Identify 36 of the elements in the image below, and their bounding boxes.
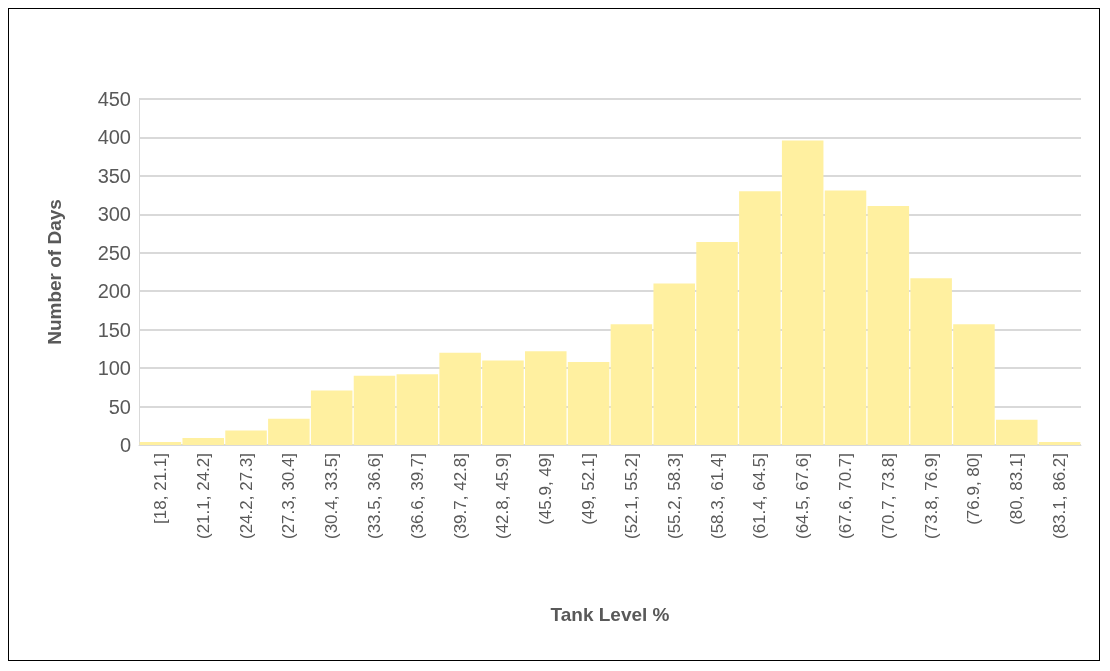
y-tick-label: 400 [97,126,131,149]
y-tick-label: 200 [97,280,131,303]
y-tick-label: 250 [97,241,131,264]
y-axis-title: Number of Days [44,199,65,345]
x-tick-label: (42.8, 45.9] [493,453,513,540]
x-tick-label: (67.6, 70.7] [836,453,855,540]
y-tick-label: 350 [97,164,131,187]
x-axis-title: Tank Level % [550,604,670,625]
x-tick-label: (70.7, 73.8] [878,453,898,540]
x-tick-label: (80, 83.1] [1007,453,1027,525]
y-tick-label: 100 [97,357,131,380]
y-tick-label: 450 [97,88,131,110]
x-tick-label: (33.5, 36.6] [365,453,384,540]
x-tick-label: (55.2, 58.3] [664,453,684,540]
x-tick-label: (24.2, 27.3] [236,453,256,540]
bar [824,190,867,445]
y-tick-label: 300 [97,203,131,226]
x-tick-label: (76.9, 80] [964,453,984,525]
x-tick-label: (27.3, 30.4] [279,453,299,540]
y-tick-label: 150 [97,318,131,341]
y-tick-label: 0 [119,434,131,456]
x-tick-label: (83.1, 86.2] [1050,453,1070,540]
x-tick-label: (64.5, 67.6] [793,453,813,540]
x-tick-label: (30.4, 33.5] [322,453,342,540]
y-tick-label: 50 [108,395,131,418]
x-tick-label: (36.6, 39.7] [407,453,427,540]
x-tick-label: [18, 21.1] [150,453,170,524]
x-tick-label: (61.4, 64.5] [750,453,770,540]
x-tick-label: (58.3, 61.4] [707,453,727,540]
bar [353,375,396,445]
x-tick-label: (73.8, 76.9] [921,453,941,540]
x-tick-label: (52.1, 55.2] [621,453,641,540]
x-tick-label: (21.1, 24.2] [193,453,213,540]
x-tick-label: (49, 52.1] [579,453,599,525]
x-tick-label: (39.7, 42.8] [450,453,470,540]
x-tick-label: (45.9, 49] [536,453,556,525]
